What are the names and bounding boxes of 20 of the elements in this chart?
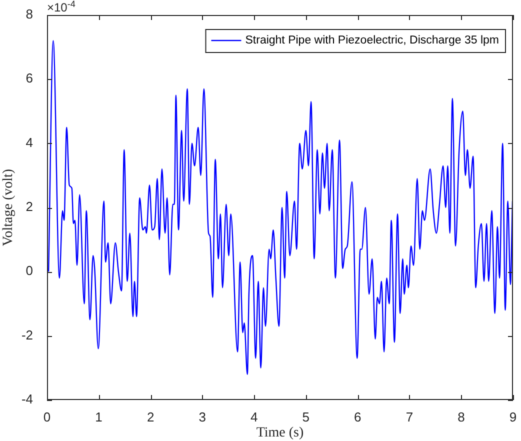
x-tick-label: 1 — [95, 409, 102, 424]
y-tick-label: 6 — [26, 70, 33, 86]
legend-label: Straight Pipe with Piezoelectric, Discharge 35 lpm — [245, 34, 500, 47]
x-tick-label: 2 — [146, 409, 154, 424]
x-tick-label: 7 — [406, 409, 414, 424]
y-tick-label: 4 — [26, 134, 33, 150]
x-tick-label: 0 — [43, 409, 51, 424]
x-tick-label: 4 — [250, 409, 258, 424]
x-tick-label: 8 — [458, 409, 465, 424]
y-tick-label: -2 — [21, 327, 33, 342]
y-tick-label: 0 — [26, 263, 33, 278]
y-tick-label: 8 — [26, 6, 33, 22]
x-tick-label: 5 — [302, 409, 310, 424]
x-tick-label: 6 — [354, 409, 362, 424]
y-tick-label: -4 — [21, 392, 33, 407]
x-axis-title: Time (s) — [256, 425, 304, 440]
y-axis-title: Voltage (volt) — [1, 168, 16, 246]
y-tick-label: 2 — [26, 199, 33, 214]
x-tick-label: 9 — [509, 409, 517, 424]
x-tick-label: 3 — [198, 409, 206, 424]
